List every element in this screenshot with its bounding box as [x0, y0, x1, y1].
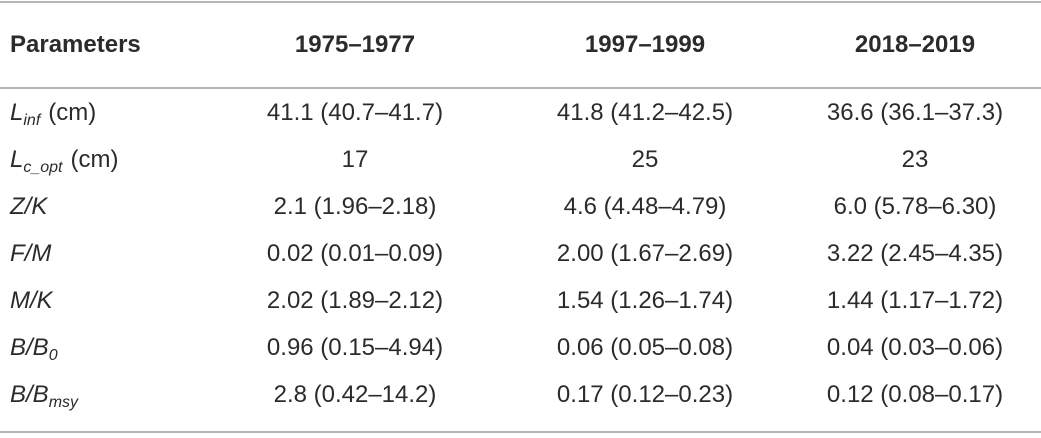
header-rule — [0, 87, 1041, 89]
value-cell: 1.44 (1.17–1.72) — [826, 287, 1004, 314]
value-cell: 6.0 (5.78–6.30) — [833, 193, 997, 220]
bottom-rule — [0, 431, 1041, 433]
header-cell: 1997–1999 — [584, 31, 706, 58]
label-main: L — [10, 146, 24, 173]
value-cell: 4.6 (4.48–4.79) — [563, 193, 727, 220]
row-label: B/B0 — [10, 333, 58, 364]
row-label: Linf (cm) — [10, 98, 97, 129]
value-cell: 0.12 (0.08–0.17) — [826, 381, 1004, 408]
label-subscript: inf — [23, 112, 41, 129]
row-label: Lc_opt (cm) — [10, 145, 119, 176]
label-main: B/B — [10, 334, 49, 361]
label-main: B/B — [10, 381, 49, 408]
value-cell: 25 — [631, 146, 659, 173]
label-main: Z/K — [10, 193, 48, 220]
value-cell: 0.06 (0.05–0.08) — [556, 334, 734, 361]
value-cell: 0.17 (0.12–0.23) — [556, 381, 734, 408]
value-cell: 2.02 (1.89–2.12) — [266, 287, 444, 314]
value-cell: 0.02 (0.01–0.09) — [266, 240, 444, 267]
label-unit: (cm) — [70, 146, 119, 173]
value-cell: 3.22 (2.45–4.35) — [826, 240, 1004, 267]
row-label: M/K — [10, 286, 53, 316]
label-subscript: msy — [48, 394, 79, 411]
value-cell: 36.6 (36.1–37.3) — [826, 99, 1004, 126]
top-rule — [0, 1, 1041, 3]
value-cell: 41.8 (41.2–42.5) — [556, 99, 734, 126]
label-unit: (cm) — [48, 99, 97, 126]
label-main: F/M — [10, 240, 52, 267]
header-cell: 1975–1977 — [294, 31, 416, 58]
label-subscript: c_opt — [23, 159, 63, 176]
value-cell: 0.04 (0.03–0.06) — [826, 334, 1004, 361]
value-cell: 2.1 (1.96–2.18) — [273, 193, 437, 220]
header-cell: Parameters — [10, 31, 141, 58]
value-cell: 23 — [901, 146, 929, 173]
row-label: B/Bmsy — [10, 380, 79, 411]
row-label: Z/K — [10, 192, 47, 222]
label-main: L — [10, 99, 24, 126]
value-cell: 2.00 (1.67–2.69) — [556, 240, 734, 267]
label-subscript: 0 — [48, 347, 58, 364]
header-cell: 2018–2019 — [854, 31, 976, 58]
value-cell: 41.1 (40.7–41.7) — [266, 99, 444, 126]
value-cell: 2.8 (0.42–14.2) — [273, 381, 437, 408]
value-cell: 1.54 (1.26–1.74) — [556, 287, 734, 314]
value-cell: 17 — [341, 146, 369, 173]
label-main: M/K — [10, 287, 53, 314]
value-cell: 0.96 (0.15–4.94) — [266, 334, 444, 361]
row-label: F/M — [10, 239, 51, 269]
